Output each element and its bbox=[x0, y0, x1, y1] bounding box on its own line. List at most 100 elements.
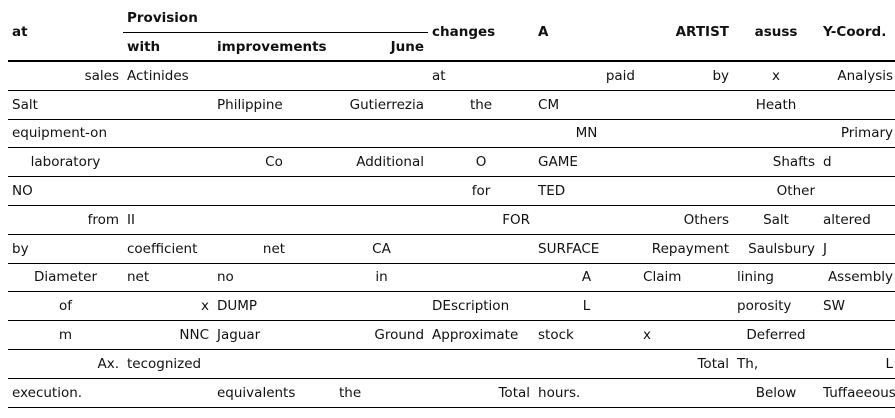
table-cell: equipment-on bbox=[8, 118, 213, 148]
table-cell: Additional bbox=[335, 147, 429, 177]
table-cell: Analysis bbox=[819, 59, 895, 91]
table-cell bbox=[213, 348, 335, 379]
table-cell: Total bbox=[639, 348, 734, 379]
table-cell bbox=[639, 147, 734, 177]
table-cell: for bbox=[428, 176, 535, 206]
table-cell: II bbox=[123, 204, 213, 235]
table-cell: FOR bbox=[428, 204, 535, 235]
table-cell: lining bbox=[733, 262, 820, 292]
table-cell: Claim bbox=[639, 262, 734, 292]
table-cell: MN bbox=[534, 118, 640, 148]
table-cell: Other bbox=[733, 176, 820, 206]
table-cell bbox=[733, 118, 820, 148]
table-cell: execution. bbox=[8, 377, 213, 408]
table-cell: porosity bbox=[733, 291, 820, 321]
table-cell bbox=[639, 291, 734, 321]
table-cell: of bbox=[8, 291, 123, 321]
table-cell bbox=[335, 118, 429, 148]
table-cell: NO bbox=[8, 176, 123, 206]
table-row: of x DUMP DEscription L porosity SW bbox=[8, 291, 895, 321]
table-cell: in bbox=[335, 262, 429, 292]
table-cell: O bbox=[428, 147, 535, 177]
data-table: at Provision changes A ARTIST asuss Y-Co… bbox=[8, 4, 895, 408]
table-cell bbox=[123, 89, 213, 120]
table-cell bbox=[534, 348, 640, 379]
table-cell: hours. bbox=[534, 377, 640, 408]
table-cell: at bbox=[428, 59, 535, 91]
table-cell bbox=[428, 262, 535, 292]
table-row: m NNC Jaguar Ground Approximate stock x … bbox=[8, 320, 895, 350]
table-cell: sales bbox=[8, 59, 123, 91]
table-cell: net bbox=[123, 262, 213, 292]
header-a: A bbox=[538, 24, 549, 40]
table-cell bbox=[428, 233, 535, 264]
header-with: with bbox=[127, 38, 161, 55]
table-cell: L bbox=[534, 291, 640, 321]
table-cell: m bbox=[8, 320, 123, 350]
table-cell: Others bbox=[639, 204, 734, 235]
table-cell bbox=[428, 348, 535, 379]
header-artist: ARTIST bbox=[675, 24, 730, 40]
header-june: June bbox=[390, 38, 425, 55]
table-cell bbox=[335, 204, 429, 235]
table-row: Diameter net no in A Claim lining Assemb… bbox=[8, 262, 895, 292]
table-cell: Tuffaeeous bbox=[819, 377, 895, 408]
header-improvements: improvements bbox=[217, 38, 327, 55]
table-cell: from bbox=[8, 204, 123, 235]
table-cell: altered bbox=[819, 204, 895, 235]
table-cell: SW bbox=[819, 291, 895, 321]
table-cell bbox=[639, 176, 734, 206]
table-cell bbox=[213, 204, 335, 235]
table-cell: Salt bbox=[733, 204, 820, 235]
table-cell: laboratory bbox=[8, 147, 123, 177]
header-asuss: asuss bbox=[754, 24, 798, 40]
header-ycoord: Y-Coord. bbox=[823, 24, 887, 40]
table-cell bbox=[639, 377, 734, 408]
table-cell: Jaguar bbox=[213, 320, 335, 350]
table-cell: Diameter bbox=[8, 262, 123, 292]
table-cell: Shafts bbox=[733, 147, 820, 177]
data-table-container: at Provision changes A ARTIST asuss Y-Co… bbox=[8, 4, 895, 408]
table-cell: the bbox=[335, 377, 429, 408]
table-cell: DUMP bbox=[213, 291, 335, 321]
table-cell: Ax. bbox=[8, 348, 123, 379]
table-cell: by bbox=[8, 233, 123, 264]
table-cell bbox=[123, 147, 213, 177]
table-cell bbox=[819, 89, 895, 120]
table-cell: x bbox=[733, 59, 820, 91]
table-cell: Repayment bbox=[639, 233, 734, 264]
table-cell: x bbox=[639, 320, 734, 350]
table-row: Salt Philippine Gutierrezia the CM Heath bbox=[8, 89, 895, 120]
table-cell: TED bbox=[534, 176, 640, 206]
table-cell: Below bbox=[733, 377, 820, 408]
table-cell bbox=[819, 176, 895, 206]
table-cell: the bbox=[428, 89, 535, 120]
table-cell bbox=[335, 291, 429, 321]
table-cell: net bbox=[213, 233, 335, 264]
table-row: execution. equivalents the Total hours. … bbox=[8, 377, 895, 408]
table-body: sales Actinides at paid by x Analysis Sa… bbox=[8, 59, 895, 408]
table-cell bbox=[819, 320, 895, 350]
table-cell bbox=[534, 204, 640, 235]
table-cell bbox=[639, 118, 734, 148]
header-group-provision: Provision bbox=[123, 4, 429, 33]
table-cell: stock bbox=[534, 320, 640, 350]
table-cell: Approximate bbox=[428, 320, 535, 350]
table-cell bbox=[335, 348, 429, 379]
table-cell: CA bbox=[335, 233, 429, 264]
table-cell: no bbox=[213, 262, 335, 292]
table-row: equipment-on MN Primary bbox=[8, 118, 895, 148]
table-cell: Co bbox=[213, 147, 335, 177]
table-row: by coefficient net CA SURFACE Repayment … bbox=[8, 233, 895, 264]
table-row: sales Actinides at paid by x Analysis bbox=[8, 59, 895, 91]
table-cell bbox=[428, 118, 535, 148]
table-cell: Heath bbox=[733, 89, 820, 120]
table-cell: Salt bbox=[8, 89, 123, 120]
table-cell: A bbox=[534, 262, 640, 292]
table-cell: Primary bbox=[819, 118, 895, 148]
table-cell: Philippine bbox=[213, 89, 335, 120]
table-cell: J bbox=[819, 233, 895, 264]
table-row: NO for TED Other bbox=[8, 176, 895, 206]
table-cell: coefficient bbox=[123, 233, 213, 264]
table-row: from II FOR Others Salt altered bbox=[8, 204, 895, 235]
